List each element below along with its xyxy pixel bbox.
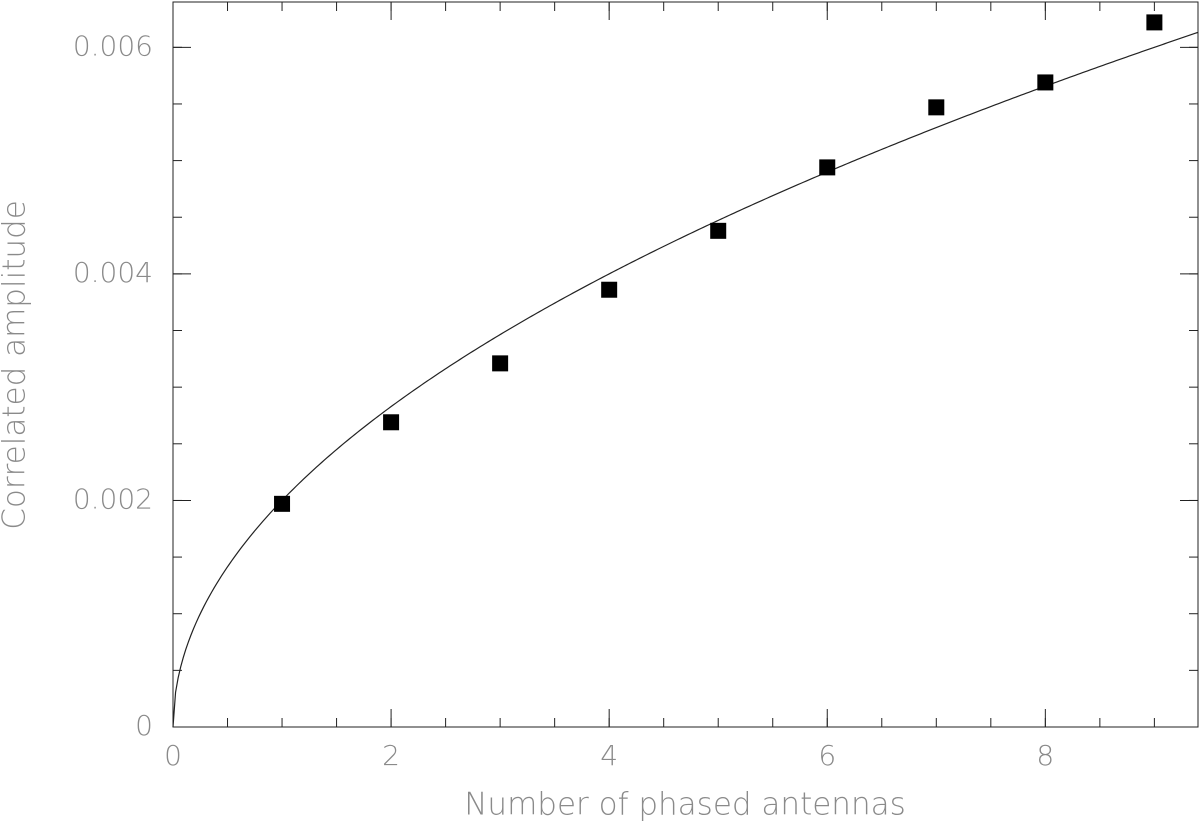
fit-curve <box>172 31 1199 728</box>
y-tick-label: 0.002 <box>73 482 153 515</box>
data-point <box>928 99 945 116</box>
data-point <box>492 355 509 372</box>
y-tick-label: 0.004 <box>73 256 153 289</box>
data-point <box>819 159 836 176</box>
x-tick-label: 0 <box>164 739 182 772</box>
data-point <box>1146 14 1163 31</box>
data-point <box>601 281 618 298</box>
y-tick-label: 0.006 <box>73 29 153 62</box>
x-tick-label: 6 <box>818 739 836 772</box>
data-point <box>383 414 400 431</box>
plot-frame <box>172 1 1199 728</box>
y-axis-label: Correlated amplitude <box>0 200 33 530</box>
data-point <box>710 222 727 239</box>
x-tick-label: 2 <box>382 739 400 772</box>
x-axis-label: Number of phased antennas <box>464 787 906 823</box>
x-tick-label: 8 <box>1036 739 1054 772</box>
y-tick-label: 0 <box>135 709 153 742</box>
data-point <box>274 495 291 512</box>
data-point <box>1037 74 1054 91</box>
x-tick-label: 4 <box>600 739 618 772</box>
